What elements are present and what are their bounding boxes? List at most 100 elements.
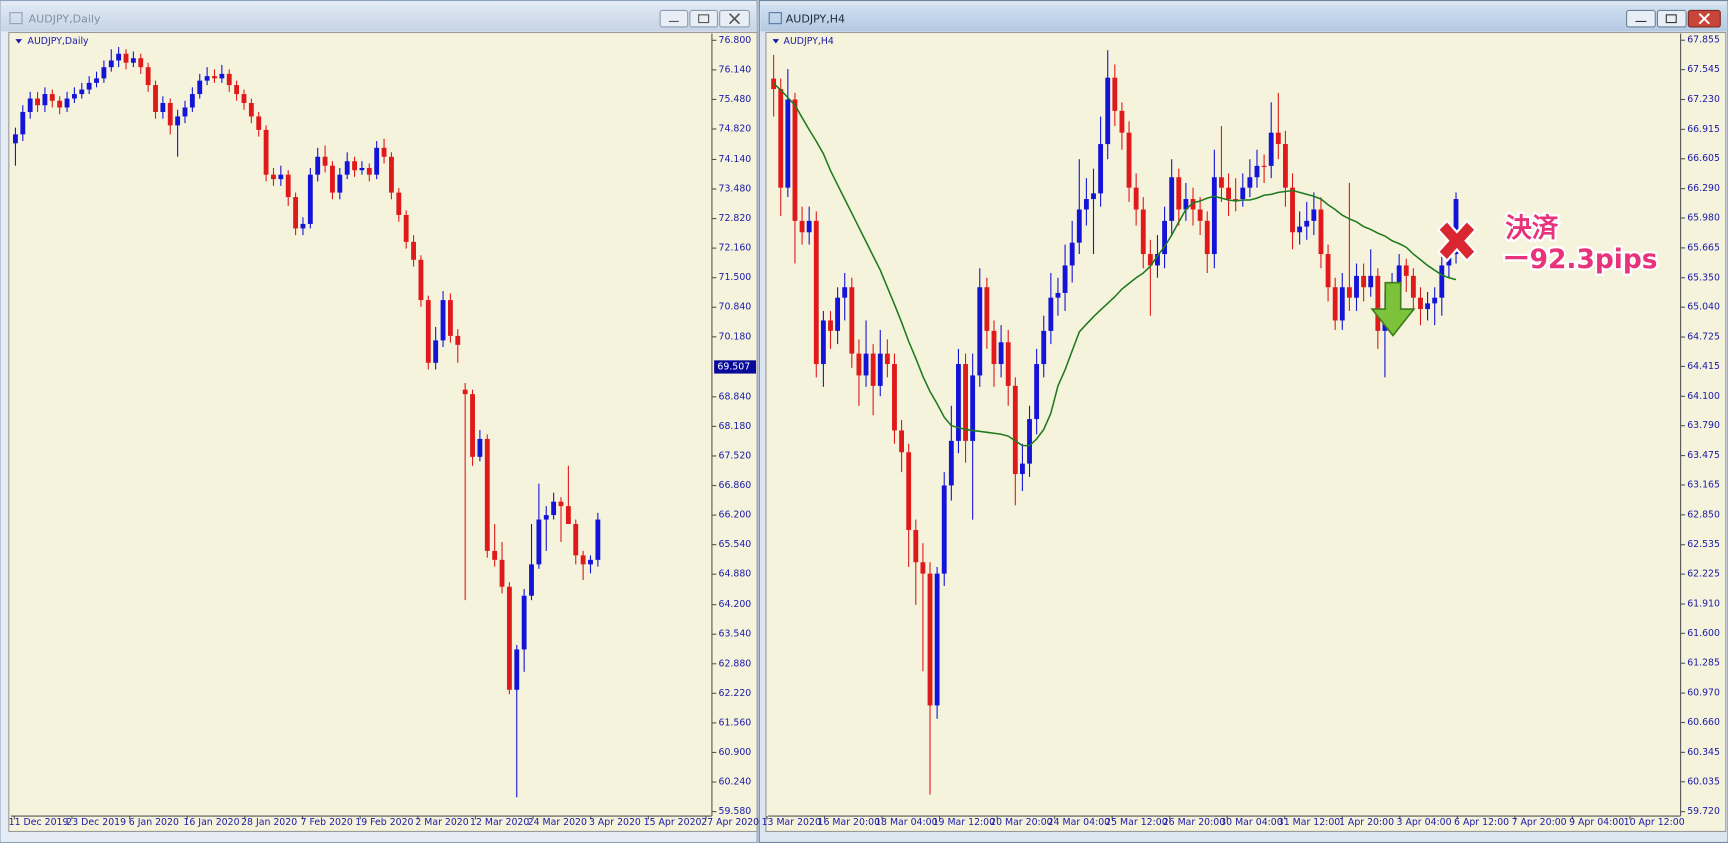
y-tick-label: 64.200 xyxy=(719,599,752,610)
current-price-tag xyxy=(714,360,756,374)
candle-body xyxy=(1197,209,1203,221)
x-tick-label: 25 Mar 12:00 xyxy=(1105,817,1168,828)
y-tick-label: 65.665 xyxy=(1687,242,1720,253)
candle-body xyxy=(820,320,826,365)
candle-body xyxy=(307,174,313,224)
candle-body xyxy=(433,340,439,363)
candle-body xyxy=(219,73,225,79)
candle-body xyxy=(1325,254,1331,288)
y-tick-label: 61.910 xyxy=(1687,598,1720,609)
y-tick-label: 64.100 xyxy=(1687,391,1720,402)
candle-body xyxy=(492,550,498,560)
candle-body xyxy=(536,519,542,565)
candle-body xyxy=(1282,144,1288,188)
window-buttons[interactable] xyxy=(659,9,750,28)
y-tick-label: 63.165 xyxy=(1687,479,1720,490)
y-tick-label: 76.800 xyxy=(719,35,752,46)
window-h4 xyxy=(758,0,1728,843)
y-tick-label: 67.855 xyxy=(1687,35,1720,46)
window-title: AUDJPY,Daily xyxy=(29,12,101,25)
candle-body xyxy=(1226,187,1231,200)
y-tick-label: 59.580 xyxy=(719,806,752,817)
candle-body xyxy=(1162,220,1168,255)
candle-body xyxy=(529,564,534,596)
y-tick-label: 63.475 xyxy=(1687,450,1720,461)
candle-body xyxy=(389,156,394,193)
y-tick-label: 68.840 xyxy=(719,391,752,402)
y-tick-label: 64.415 xyxy=(1687,361,1720,372)
y-tick-label: 65.350 xyxy=(1687,272,1720,283)
y-tick-label: 74.140 xyxy=(719,154,752,165)
candle-body xyxy=(1069,242,1075,266)
candle-body xyxy=(411,241,416,260)
candle-body xyxy=(123,53,129,63)
candle-body xyxy=(1019,463,1025,475)
candle-body xyxy=(595,519,601,560)
x-tick-label: 12 Mar 2020 xyxy=(470,817,529,828)
y-tick-label: 62.850 xyxy=(1687,509,1720,520)
candle-body xyxy=(906,452,912,531)
candle-body xyxy=(892,364,897,431)
x-tick-label: 6 Apr 12:00 xyxy=(1454,817,1509,828)
candle-body xyxy=(1112,77,1118,111)
candle-body xyxy=(558,501,564,507)
candle-body xyxy=(204,76,210,81)
candle-body xyxy=(543,515,549,520)
y-tick-label: 65.980 xyxy=(1687,213,1720,224)
candle-body xyxy=(293,197,299,229)
candle-body xyxy=(1041,330,1047,365)
candle-body xyxy=(1290,187,1295,233)
x-tick-label: 2 Mar 2020 xyxy=(415,817,468,828)
candle-body xyxy=(1119,110,1125,133)
candle-body xyxy=(49,94,55,101)
candle-body xyxy=(842,287,848,298)
exit-marker xyxy=(1370,219,1478,337)
y-tick-label: 60.240 xyxy=(719,777,752,788)
candle-body xyxy=(1027,419,1032,464)
x-tick-label: 7 Apr 20:00 xyxy=(1512,817,1567,828)
y-tick-label: 74.820 xyxy=(719,123,752,134)
sell-arrow xyxy=(1370,281,1416,337)
y-tick-label: 61.285 xyxy=(1687,658,1720,669)
candle-body xyxy=(1169,177,1175,221)
candle-body xyxy=(175,116,181,126)
candle-body xyxy=(271,174,276,180)
candle-body xyxy=(927,573,933,706)
candle-body xyxy=(94,78,99,83)
x-tick-label: 19 Feb 2020 xyxy=(355,817,413,828)
x-tick-label: 9 Apr 04:00 xyxy=(1569,817,1624,828)
candle-body xyxy=(484,438,490,551)
candle-body xyxy=(1439,265,1445,298)
candle-body xyxy=(322,156,328,166)
candle-body xyxy=(278,174,284,180)
candle-body xyxy=(241,94,247,104)
candle-body xyxy=(863,353,869,376)
candle-body xyxy=(785,99,791,188)
candle-body xyxy=(1432,297,1438,304)
x-tick-label: 13 Mar 2020 xyxy=(762,817,821,828)
candle-body xyxy=(970,375,976,441)
current-price-label: 69.507 xyxy=(717,361,750,372)
candle-body xyxy=(573,524,579,556)
candle-body xyxy=(1418,297,1423,310)
candle-body xyxy=(984,287,990,331)
x-tick-label: 15 Apr 2020 xyxy=(644,817,702,828)
candle-body xyxy=(1240,187,1246,200)
candle-body xyxy=(1425,303,1431,310)
x-tick-label: 11 Dec 2019 xyxy=(9,817,69,828)
candle-body xyxy=(1076,209,1082,243)
y-tick-label: 62.880 xyxy=(719,658,752,669)
x-tick-label: 16 Mar 20:00 xyxy=(818,817,881,828)
y-tick-label: 67.520 xyxy=(719,450,752,461)
candle-body xyxy=(1048,297,1054,331)
candle-body xyxy=(79,89,85,95)
candle-body xyxy=(565,506,571,525)
candle-body xyxy=(1261,165,1267,167)
y-tick-label: 64.725 xyxy=(1687,332,1720,343)
x-tick-label: 19 Mar 12:00 xyxy=(933,817,996,828)
candle-body xyxy=(1126,132,1132,188)
window-buttons[interactable] xyxy=(1626,9,1721,28)
candle-body xyxy=(116,53,122,61)
